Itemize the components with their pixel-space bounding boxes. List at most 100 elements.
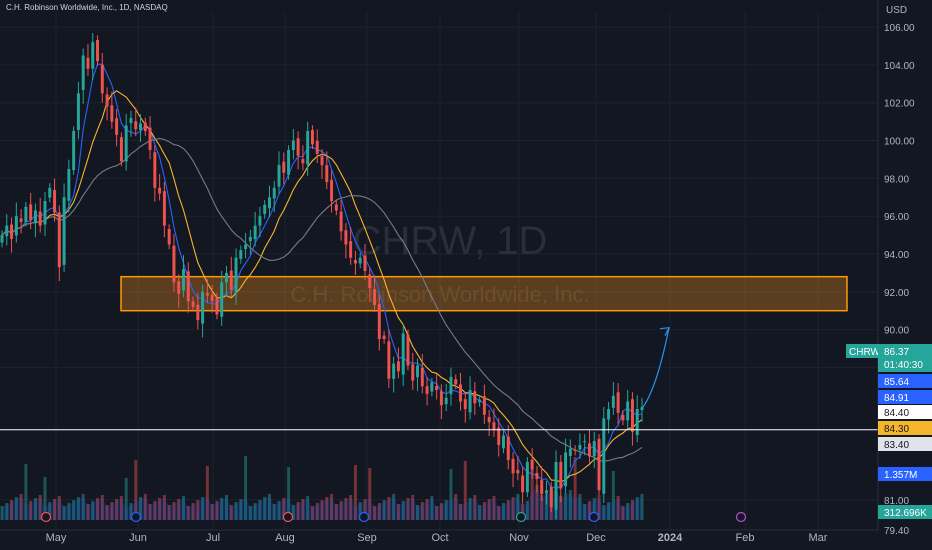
candle [234, 248, 238, 305]
y-tick-label: 98.00 [884, 174, 909, 185]
candle [506, 425, 510, 470]
candle [57, 205, 61, 282]
price-tag: 84.91 [878, 390, 932, 404]
volume-bar [435, 506, 439, 520]
volume-bar [10, 500, 14, 520]
volume-bar [492, 496, 496, 520]
price-tag: 84.30 [878, 421, 932, 435]
volume-bar [544, 492, 548, 520]
volume-bar [592, 498, 596, 520]
volume-bar [630, 500, 634, 520]
volume-bar [57, 496, 61, 520]
projection-arrow[interactable] [642, 326, 671, 408]
candle [387, 329, 391, 389]
volume-bar [139, 497, 142, 520]
volume-bar [635, 497, 639, 520]
candle [554, 450, 558, 519]
candle [521, 466, 525, 504]
volume-bar [506, 500, 510, 520]
candle [62, 183, 66, 272]
candle [420, 353, 424, 394]
candle [592, 431, 596, 468]
volume-bar [502, 503, 505, 520]
volume-bar [597, 495, 601, 520]
candle [406, 329, 410, 371]
watermark-symbol: CHRW, 1D [353, 219, 548, 263]
volume-bar [96, 498, 100, 520]
y-tick-label: 92.00 [884, 288, 909, 299]
volume-bar [72, 500, 76, 520]
volume-bar [153, 501, 157, 520]
volume-bar [191, 503, 195, 520]
candle [148, 116, 152, 160]
candle [320, 149, 324, 179]
volume-bar [258, 500, 262, 520]
volume-bar [525, 501, 529, 520]
volume-bar [468, 498, 472, 520]
volume-bar [29, 501, 33, 520]
candle [196, 293, 200, 330]
volume-bar [473, 495, 477, 520]
candle [182, 255, 185, 298]
candle [459, 372, 462, 411]
projection-line [642, 327, 670, 408]
y-tick-label: 102.00 [884, 99, 915, 110]
volume-bar [535, 485, 539, 520]
candle [91, 32, 95, 81]
candle [53, 178, 57, 222]
volume-bar [224, 495, 228, 520]
volume-bar [611, 471, 615, 520]
candle [186, 262, 190, 313]
volume-bar [602, 505, 606, 520]
candle [468, 376, 472, 420]
volume-bar [310, 506, 314, 520]
candle [129, 110, 133, 137]
candle [344, 223, 348, 259]
candle [81, 48, 85, 104]
volume-bar [196, 500, 200, 520]
volume-bar [325, 497, 329, 520]
candle [272, 180, 276, 213]
candle [630, 392, 634, 446]
resistance-zone[interactable] [120, 275, 848, 312]
event-marker-icon[interactable] [515, 511, 527, 523]
candle [401, 324, 405, 387]
candle [597, 434, 601, 496]
event-marker-icon[interactable] [735, 511, 747, 523]
candle [158, 174, 162, 201]
event-marker-icon[interactable] [130, 511, 142, 523]
price-tag: CHRW 01:40:30 86.37 [846, 344, 932, 372]
volume-bar [368, 468, 372, 520]
x-tick-label: Jul [206, 532, 220, 544]
candle [587, 429, 591, 464]
candle [229, 256, 233, 297]
volume-bar [530, 460, 534, 520]
volume-bar [53, 499, 57, 520]
volume-bar [253, 503, 257, 520]
y-tick-label: 81.00 [884, 496, 909, 507]
event-marker-icon[interactable] [282, 511, 294, 523]
candle [635, 395, 639, 443]
volume-bar [291, 505, 295, 520]
time-axis[interactable]: May Jun Jul Aug Sep Oct Nov Dec 2024 Feb Mar [0, 529, 878, 544]
volume-bar [296, 502, 300, 520]
candle [611, 381, 615, 415]
candle [210, 285, 214, 313]
volume-bar [497, 506, 501, 520]
candle [540, 466, 544, 502]
volume-bar [363, 499, 367, 520]
price-tag-value: 312.696K [884, 508, 927, 519]
volume-bar [358, 502, 362, 520]
volume-bar [24, 464, 28, 520]
event-marker-icon[interactable] [358, 511, 370, 523]
chart-header-title: C.H. Robinson Worldwide, Inc., 1D, NASDA… [6, 3, 168, 12]
candle [621, 410, 625, 426]
volume-bar [607, 502, 611, 520]
candle [205, 279, 209, 303]
event-marker-icon[interactable] [40, 511, 52, 523]
y-tick-label: 104.00 [884, 61, 915, 72]
volume-bar [167, 505, 171, 520]
candle [473, 381, 477, 415]
event-marker-icon[interactable] [588, 511, 600, 523]
